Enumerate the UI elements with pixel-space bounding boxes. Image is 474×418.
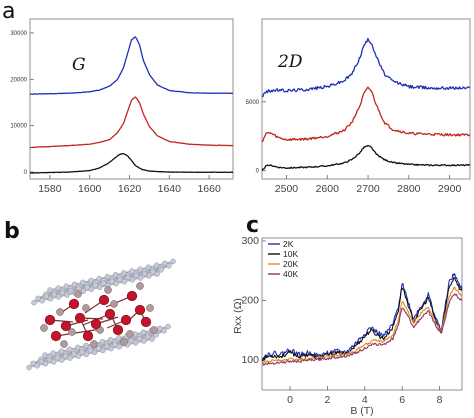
x-tick-label: 4	[362, 394, 368, 406]
y-tick-label: 300	[241, 235, 259, 247]
x-tick-label: 2500	[275, 183, 299, 195]
y-tick-label: 30000	[10, 31, 27, 37]
panel-a-2d-plot: 2500 2600 2700 2800 2900 0 5000 2D	[246, 18, 471, 195]
legend-entry: 40K	[283, 269, 298, 279]
x-tick-label: 1580	[38, 183, 62, 195]
annotation-g: G	[72, 55, 86, 75]
series-line-blue	[261, 37, 471, 98]
molecule-layer	[40, 282, 158, 348]
x-tick-label: 2	[324, 394, 330, 406]
series-line-red	[29, 96, 234, 149]
panel-label-b: b	[4, 219, 20, 244]
series-line-black	[261, 144, 471, 171]
series-line-blue	[29, 36, 234, 95]
y-tick-label: 100	[241, 354, 259, 366]
y-tick-label: 5000	[246, 100, 260, 106]
x-tick-label: 8	[437, 394, 443, 406]
legend-entry: 20K	[283, 259, 298, 269]
panel-b-structure-illustration	[26, 258, 176, 371]
x-tick-label: 0	[287, 394, 293, 406]
x-tick-label: 1620	[118, 183, 142, 195]
y-tick-label: 200	[241, 295, 259, 307]
series-line-20K	[261, 286, 463, 364]
x-axis-label: B (T)	[350, 405, 373, 417]
plot-frame	[261, 237, 463, 391]
panel-label-a: a	[2, 0, 15, 24]
panel-label-c: c	[246, 213, 259, 238]
series-line-red	[261, 86, 471, 143]
y-tick-label: 0	[256, 169, 260, 175]
y-axis-label: Rxx (Ω)	[232, 298, 244, 334]
x-tick-label: 2800	[397, 183, 421, 195]
x-tick-label: 2900	[438, 183, 462, 195]
x-tick-label: 1600	[78, 183, 102, 195]
x-tick-label: 6	[399, 394, 405, 406]
series-line-40K	[261, 293, 463, 366]
series-line-black	[29, 153, 234, 174]
x-tick-label: 1640	[158, 183, 182, 195]
y-tick-label: 0	[24, 170, 28, 176]
x-tick-label: 2600	[316, 183, 340, 195]
legend-entry: 10K	[283, 249, 298, 259]
x-tick-label: 1660	[197, 183, 221, 195]
x-tick-label: 2700	[356, 183, 380, 195]
series-line-10K	[261, 276, 463, 362]
y-tick-label: 10000	[10, 124, 27, 130]
legend-entry: 2K	[283, 239, 294, 249]
plot-frame	[261, 18, 471, 180]
panel-a-g-plot: 1580 1600 1620 1640 1660 0 10000 20000 30000 G	[10, 18, 234, 195]
graphene-sheet-top	[31, 258, 176, 306]
plot-frame	[29, 18, 234, 180]
y-tick-label: 20000	[10, 77, 27, 83]
annotation-2d: 2D	[277, 52, 303, 72]
